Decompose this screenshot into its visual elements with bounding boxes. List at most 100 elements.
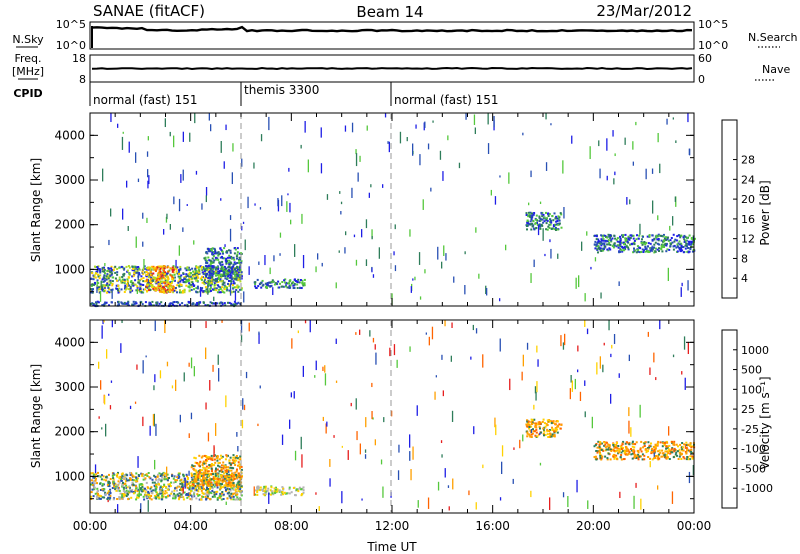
range-gate-cell (236, 302, 239, 305)
range-gate-cell (181, 484, 184, 487)
range-gate-cell (608, 247, 611, 250)
range-gate-cell (197, 477, 200, 480)
range-gate-cell (182, 227, 184, 232)
range-gate-cell (140, 275, 143, 278)
range-gate-cell (290, 282, 293, 285)
range-gate-cell (211, 253, 214, 256)
range-gate-cell (134, 279, 137, 282)
range-gate-cell (425, 332, 427, 335)
range-gate-cell (231, 462, 234, 465)
range-gate-cell (209, 486, 212, 489)
range-gate-cell (144, 301, 147, 304)
range-gate-cell (686, 449, 689, 452)
range-gate-cell (221, 491, 224, 494)
range-gate-cell (621, 443, 624, 446)
range-gate-cell (577, 369, 579, 373)
range-gate-cell (661, 243, 664, 246)
range-gate-cell (90, 288, 93, 291)
range-gate-cell (550, 420, 553, 423)
range-gate-cell (217, 274, 220, 277)
range-gate-cell (117, 123, 119, 128)
range-gate-cell (154, 374, 156, 383)
range-gate-cell (167, 285, 170, 288)
range-gate-cell (172, 477, 175, 480)
range-gate-cell (92, 278, 95, 281)
range-gate-cell (655, 234, 658, 237)
range-gate-cell (548, 213, 551, 216)
range-gate-cell (609, 237, 612, 240)
range-gate-cell (188, 362, 190, 367)
range-gate-cell (649, 445, 652, 448)
range-gate-cell (611, 237, 614, 240)
range-gate-cell (234, 273, 237, 276)
range-gate-cell (137, 488, 140, 491)
range-gate-cell (608, 444, 611, 447)
range-gate-cell (240, 288, 243, 291)
range-gate-cell (653, 452, 655, 457)
range-gate-cell (559, 427, 562, 430)
range-gate-cell (241, 158, 243, 167)
range-gate-cell (553, 434, 556, 437)
range-gate-cell (160, 301, 163, 304)
range-gate-cell (127, 265, 130, 268)
range-gate-cell (303, 284, 306, 287)
range-gate-cell (685, 444, 688, 447)
range-gate-cell (531, 432, 534, 435)
range-gate-cell (161, 285, 164, 288)
range-gate-cell (268, 492, 270, 504)
range-gate-cell (199, 472, 202, 475)
range-gate-cell (209, 488, 212, 491)
range-gate-cell (209, 250, 212, 253)
range-gate-cell (539, 427, 542, 430)
nave-tick-top: 60 (698, 52, 712, 65)
range-gate-cell (137, 178, 140, 183)
range-gate-cell (552, 421, 555, 424)
range-gate-cell (162, 495, 165, 498)
range-gate-cell (138, 267, 141, 270)
range-gate-cell (131, 478, 134, 481)
range-gate-cell (103, 274, 106, 277)
range-gate-cell (103, 270, 106, 273)
range-gate-cell (101, 278, 104, 281)
range-gate-cell (544, 425, 547, 428)
range-gate-cell (232, 267, 235, 270)
power-colorbar-label: Power [dB] (758, 180, 772, 245)
range-gate-cell (587, 500, 589, 509)
range-gate-cell (108, 269, 111, 272)
range-gate-cell (597, 251, 600, 254)
range-gate-cell (526, 425, 529, 428)
range-gate-cell (192, 282, 195, 285)
range-gate-cell (213, 475, 216, 478)
range-gate-cell (91, 272, 94, 275)
range-gate-cell (302, 489, 305, 492)
range-gate-cell (295, 488, 298, 491)
range-gate-cell (204, 286, 207, 289)
range-gate-cell (161, 491, 164, 494)
range-gate-cell (203, 280, 206, 283)
range-gate-cell (281, 281, 284, 284)
range-gate-cell (118, 498, 121, 501)
range-gate-cell (237, 464, 240, 467)
range-gate-cell (111, 282, 114, 285)
range-gate-cell (236, 468, 239, 471)
range-gate-cell (690, 242, 693, 245)
range-gate-cell (286, 201, 288, 212)
range-gate-cell (142, 495, 145, 498)
range-gate-cell (562, 342, 565, 350)
range-gate-cell (641, 238, 644, 241)
range-gate-cell (184, 278, 187, 281)
range-gate-cell (558, 219, 561, 222)
range-gate-cell (647, 456, 650, 459)
range-gate-cell (298, 486, 301, 489)
range-gate-cell (300, 488, 303, 491)
range-gate-cell (260, 286, 263, 289)
range-gate-cell (236, 257, 239, 260)
range-gate-cell (116, 273, 119, 276)
range-gate-cell (150, 277, 153, 280)
range-gate-cell (190, 472, 193, 475)
range-gate-cell (113, 483, 116, 486)
range-gate-cell (172, 303, 175, 306)
range-gate-cell (174, 287, 177, 290)
range-gate-cell (145, 355, 147, 358)
range-gate-cell (393, 344, 396, 356)
